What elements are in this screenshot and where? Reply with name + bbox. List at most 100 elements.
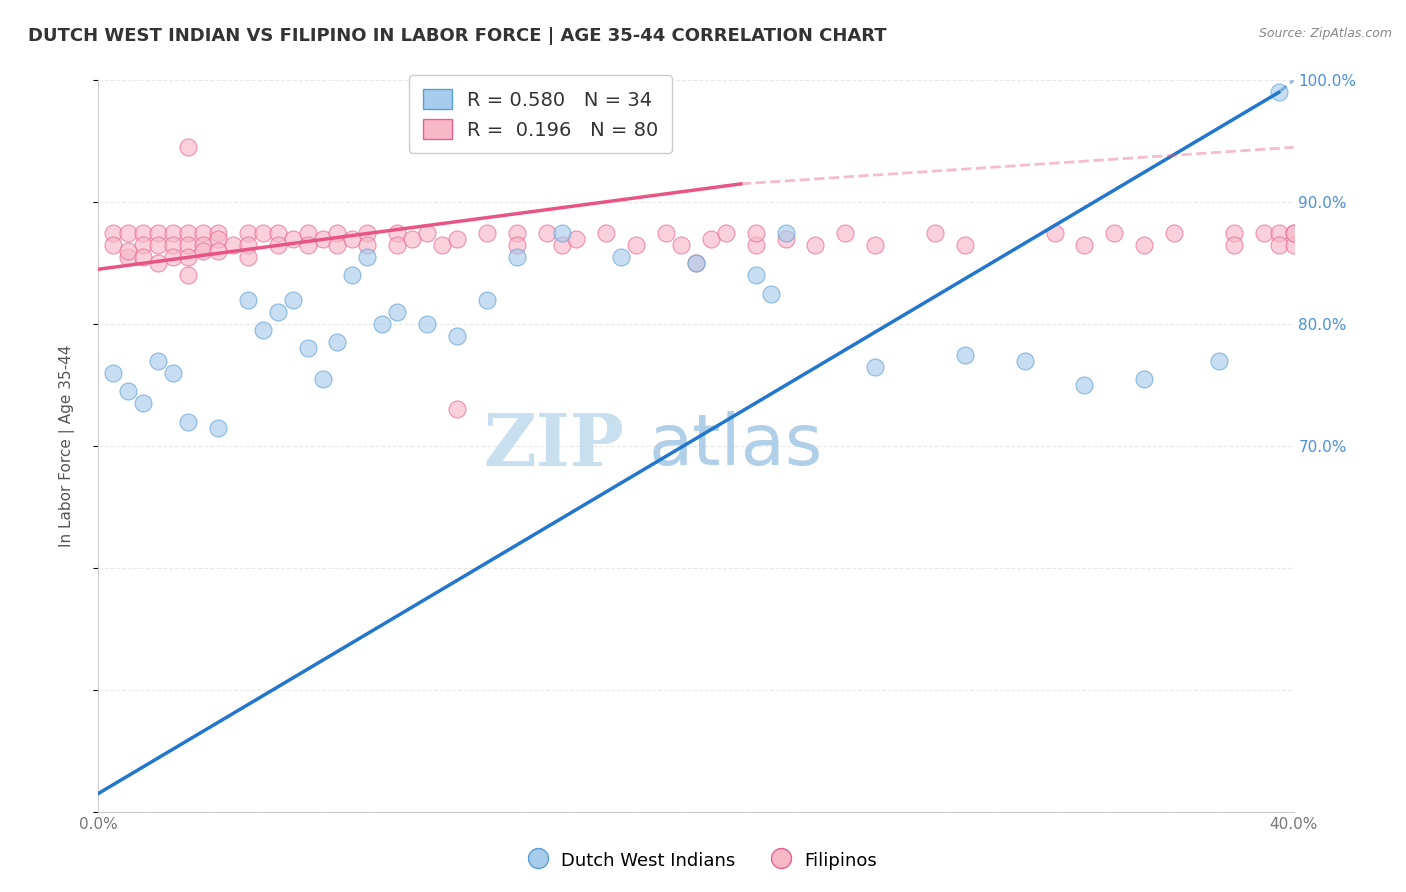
Point [475, 293, 498, 307]
Point [610, 250, 633, 264]
Point [117, 250, 139, 264]
Point [1267, 238, 1289, 252]
Point [685, 256, 707, 270]
Point [117, 384, 139, 399]
Point [252, 323, 274, 337]
Legend: R = 0.580   N = 34, R =  0.196   N = 80: R = 0.580 N = 34, R = 0.196 N = 80 [409, 75, 672, 153]
Point [342, 268, 364, 283]
Point [745, 226, 768, 240]
Point [148, 256, 170, 270]
Point [595, 226, 617, 240]
Text: ZIP: ZIP [484, 410, 624, 482]
Point [236, 293, 259, 307]
Point [267, 238, 290, 252]
Point [311, 372, 333, 386]
Point [297, 226, 319, 240]
Point [1043, 226, 1066, 240]
Point [222, 238, 245, 252]
Point [446, 402, 468, 417]
Point [804, 238, 827, 252]
Text: DUTCH WEST INDIAN VS FILIPINO IN LABOR FORCE | AGE 35-44 CORRELATION CHART: DUTCH WEST INDIAN VS FILIPINO IN LABOR F… [28, 27, 887, 45]
Point [252, 226, 274, 240]
Point [267, 305, 290, 319]
Point [191, 226, 214, 240]
Point [371, 317, 394, 331]
Point [550, 226, 572, 240]
Point [132, 226, 155, 240]
Point [162, 238, 184, 252]
Text: Source: ZipAtlas.com: Source: ZipAtlas.com [1258, 27, 1392, 40]
Point [700, 232, 723, 246]
Point [297, 238, 319, 252]
Point [103, 226, 125, 240]
Legend: Dutch West Indians, Filipinos: Dutch West Indians, Filipinos [522, 842, 884, 879]
Point [536, 226, 558, 240]
Point [1267, 86, 1289, 100]
Point [356, 226, 378, 240]
Point [297, 342, 319, 356]
Point [759, 286, 782, 301]
Point [685, 256, 707, 270]
Point [775, 232, 797, 246]
Point [834, 226, 856, 240]
Point [1253, 226, 1275, 240]
Point [1073, 238, 1095, 252]
Point [506, 250, 529, 264]
Point [117, 226, 139, 240]
Point [356, 238, 378, 252]
Point [148, 226, 170, 240]
Point [745, 238, 768, 252]
Point [207, 244, 229, 258]
Point [506, 226, 529, 240]
Point [669, 238, 692, 252]
Point [177, 238, 200, 252]
Point [565, 232, 588, 246]
Point [132, 396, 155, 410]
Point [311, 232, 333, 246]
Point [148, 353, 170, 368]
Point [236, 238, 259, 252]
Point [924, 226, 946, 240]
Point [1163, 226, 1185, 240]
Point [865, 359, 887, 374]
Point [281, 293, 304, 307]
Point [177, 250, 200, 264]
Text: atlas: atlas [648, 411, 823, 481]
Point [506, 238, 529, 252]
Point [446, 329, 468, 343]
Point [236, 250, 259, 264]
Point [148, 238, 170, 252]
Point [416, 317, 439, 331]
Point [1073, 378, 1095, 392]
Point [162, 250, 184, 264]
Point [207, 226, 229, 240]
Point [162, 226, 184, 240]
Point [267, 226, 290, 240]
Point [953, 347, 976, 362]
Point [177, 415, 200, 429]
Point [1133, 238, 1156, 252]
Point [1282, 226, 1305, 240]
Point [281, 232, 304, 246]
Point [1223, 226, 1246, 240]
Point [236, 226, 259, 240]
Point [103, 366, 125, 380]
Point [342, 232, 364, 246]
Point [1014, 353, 1036, 368]
Point [1223, 238, 1246, 252]
Point [132, 238, 155, 252]
Point [655, 226, 678, 240]
Point [550, 238, 572, 252]
Point [385, 238, 409, 252]
Point [401, 232, 423, 246]
Point [207, 421, 229, 435]
Point [326, 335, 349, 350]
Point [103, 238, 125, 252]
Point [385, 305, 409, 319]
Point [207, 232, 229, 246]
Point [953, 238, 976, 252]
Point [162, 366, 184, 380]
Point [1133, 372, 1156, 386]
Point [430, 238, 453, 252]
Point [416, 226, 439, 240]
